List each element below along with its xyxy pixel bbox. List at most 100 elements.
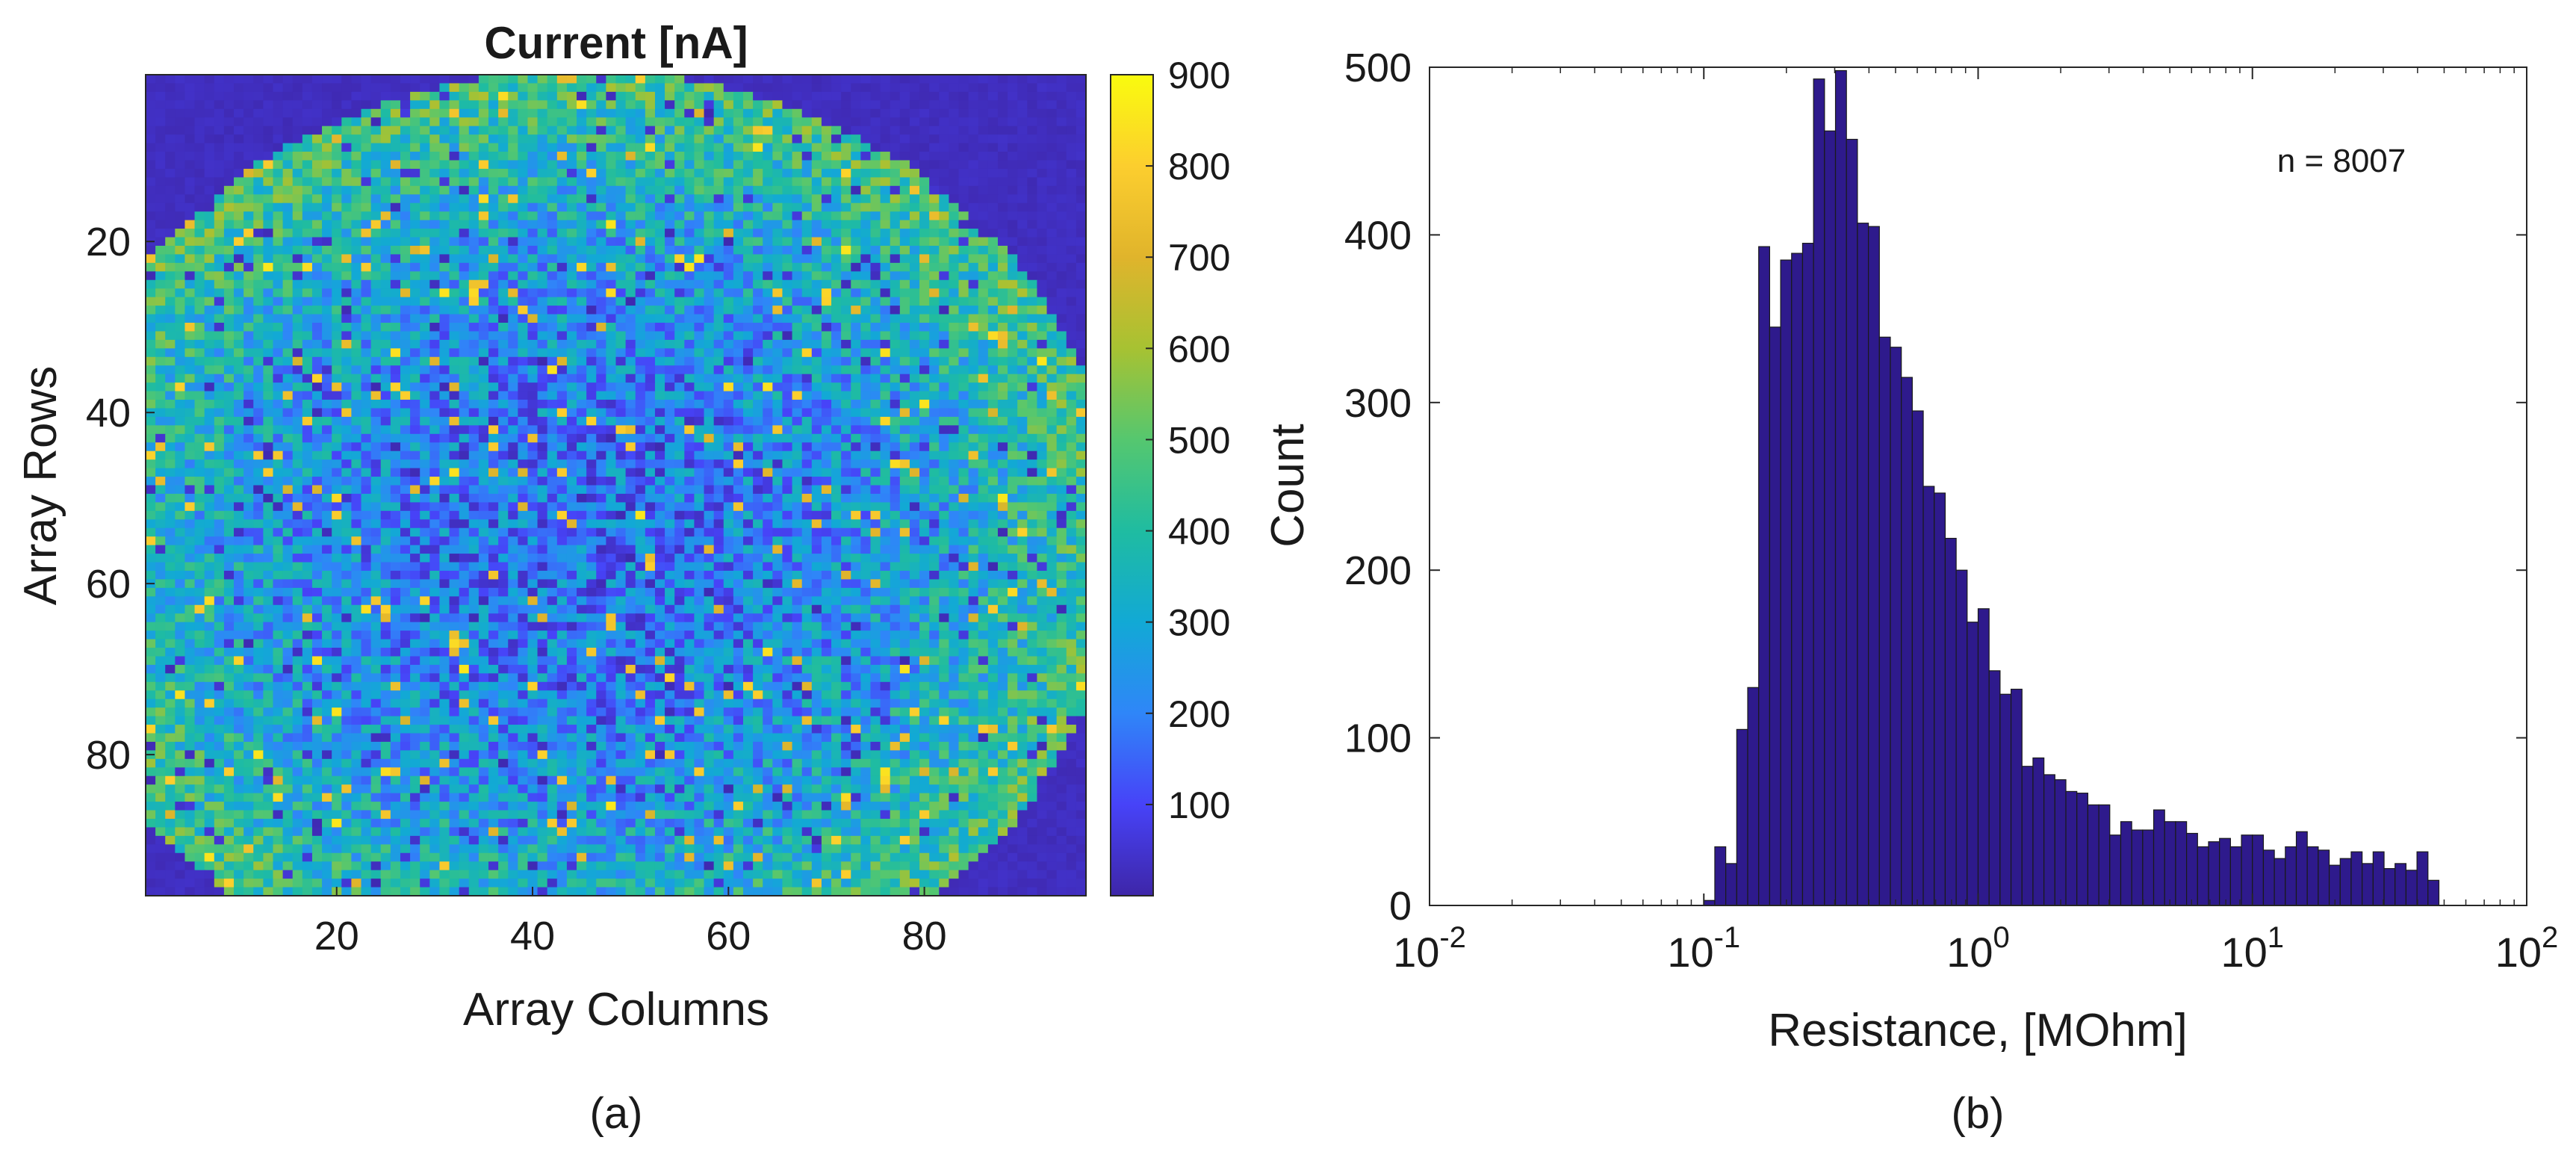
- heatmap-cell: [439, 211, 450, 221]
- heatmap-cell: [165, 510, 176, 520]
- heatmap-cell: [341, 117, 352, 127]
- heatmap-cell: [204, 433, 215, 443]
- heatmap-cell: [654, 152, 665, 161]
- heatmap-cell: [400, 160, 411, 170]
- heatmap-cell: [782, 356, 793, 366]
- heatmap-cells: [146, 75, 1087, 896]
- heatmap-cell: [753, 237, 763, 247]
- heatmap-cell: [987, 383, 999, 392]
- heatmap-cell: [625, 331, 636, 341]
- heatmap-cell: [146, 91, 156, 101]
- heatmap-cell: [997, 468, 1008, 477]
- heatmap-cell: [821, 468, 832, 477]
- heatmap-cell: [322, 425, 332, 435]
- heatmap-cell: [919, 510, 930, 520]
- heatmap-cell: [234, 220, 244, 229]
- heatmap-cell: [880, 442, 891, 452]
- heatmap-cell: [801, 185, 813, 195]
- heatmap-cell: [311, 485, 323, 495]
- heatmap-cell: [292, 297, 303, 306]
- heatmap-cell: [380, 331, 391, 341]
- heatmap-cell: [684, 134, 695, 144]
- heatmap-cell: [361, 331, 372, 341]
- heatmap-cell: [146, 168, 156, 178]
- heatmap-cell: [880, 383, 891, 392]
- heatmap-cell: [1046, 194, 1058, 204]
- heatmap-cell: [566, 459, 577, 469]
- heatmap-cell: [1008, 297, 1018, 306]
- heatmap-cell: [361, 75, 372, 84]
- heatmap-cell: [420, 262, 430, 272]
- heatmap-cell: [292, 262, 303, 272]
- heatmap-cell: [459, 442, 470, 452]
- heatmap-cell: [566, 177, 577, 187]
- heatmap-cell: [175, 468, 186, 477]
- heatmap-cell: [175, 100, 186, 110]
- heatmap-cell: [742, 271, 754, 281]
- heatmap-cell: [645, 160, 656, 170]
- heatmap-cell: [753, 185, 763, 195]
- heatmap-cell: [1027, 100, 1038, 110]
- heatmap-cell: [1076, 229, 1087, 238]
- heatmap-cell: [1046, 391, 1058, 400]
- heatmap-cell: [322, 314, 332, 323]
- heatmap-cell: [1066, 365, 1077, 375]
- heatmap-cell: [742, 322, 754, 332]
- heatmap-cell: [390, 400, 401, 409]
- heatmap-cell: [311, 143, 323, 152]
- heatmap-cell: [1046, 459, 1058, 469]
- heatmap-cell: [713, 177, 724, 187]
- heatmap-cell: [146, 356, 156, 366]
- heatmap-cell: [1008, 83, 1018, 93]
- heatmap-cell: [165, 400, 176, 409]
- heatmap-cell: [146, 75, 156, 84]
- heatmap-cell: [439, 306, 450, 315]
- heatmap-cell: [606, 108, 617, 118]
- heatmap-cell: [694, 134, 705, 144]
- heatmap-cell: [390, 254, 401, 264]
- heatmap-cell: [1008, 408, 1018, 418]
- heatmap-cell: [753, 108, 763, 118]
- heatmap-cell: [939, 459, 949, 469]
- heatmap-cell: [234, 254, 244, 264]
- heatmap-cell: [654, 425, 665, 435]
- heatmap-cell: [929, 220, 940, 229]
- heatmap-cell: [243, 306, 254, 315]
- heatmap-cell: [909, 433, 920, 443]
- heatmap-cell: [311, 331, 323, 341]
- heatmap-cell: [223, 365, 235, 375]
- heatmap-cell: [1056, 477, 1067, 486]
- heatmap-cell: [537, 143, 548, 152]
- heatmap-cell: [606, 400, 617, 409]
- heatmap-cell: [1027, 400, 1038, 409]
- heatmap-cell: [665, 220, 675, 229]
- heatmap-cell: [635, 408, 646, 418]
- heatmap-cell: [753, 339, 763, 349]
- heatmap-cell: [665, 168, 675, 178]
- heatmap-cell: [851, 306, 861, 315]
- heatmap-cell: [654, 108, 665, 118]
- heatmap-cell: [958, 356, 969, 366]
- heatmap-cell: [831, 433, 842, 443]
- heatmap-cell: [488, 134, 499, 144]
- heatmap-cell: [792, 306, 803, 315]
- heatmap-cell: [987, 502, 999, 512]
- heatmap-cell: [292, 493, 303, 503]
- heatmap-cell: [429, 459, 441, 469]
- heatmap-cell: [772, 91, 783, 101]
- heatmap-cell: [742, 306, 754, 315]
- heatmap-cell: [1066, 220, 1077, 229]
- heatmap-cell: [978, 262, 989, 272]
- heatmap-cell: [488, 314, 499, 323]
- heatmap-cell: [753, 468, 763, 477]
- heatmap-cell: [801, 288, 813, 298]
- heatmap-cell: [586, 108, 597, 118]
- heatmap-cell: [635, 194, 646, 204]
- heatmap-cell: [1056, 117, 1067, 127]
- heatmap-cell: [851, 408, 861, 418]
- heatmap-cell: [282, 425, 294, 435]
- heatmap-cell: [332, 75, 342, 84]
- heatmap-cell: [223, 245, 235, 255]
- heatmap-cell: [439, 75, 450, 84]
- heatmap-cell: [155, 75, 166, 84]
